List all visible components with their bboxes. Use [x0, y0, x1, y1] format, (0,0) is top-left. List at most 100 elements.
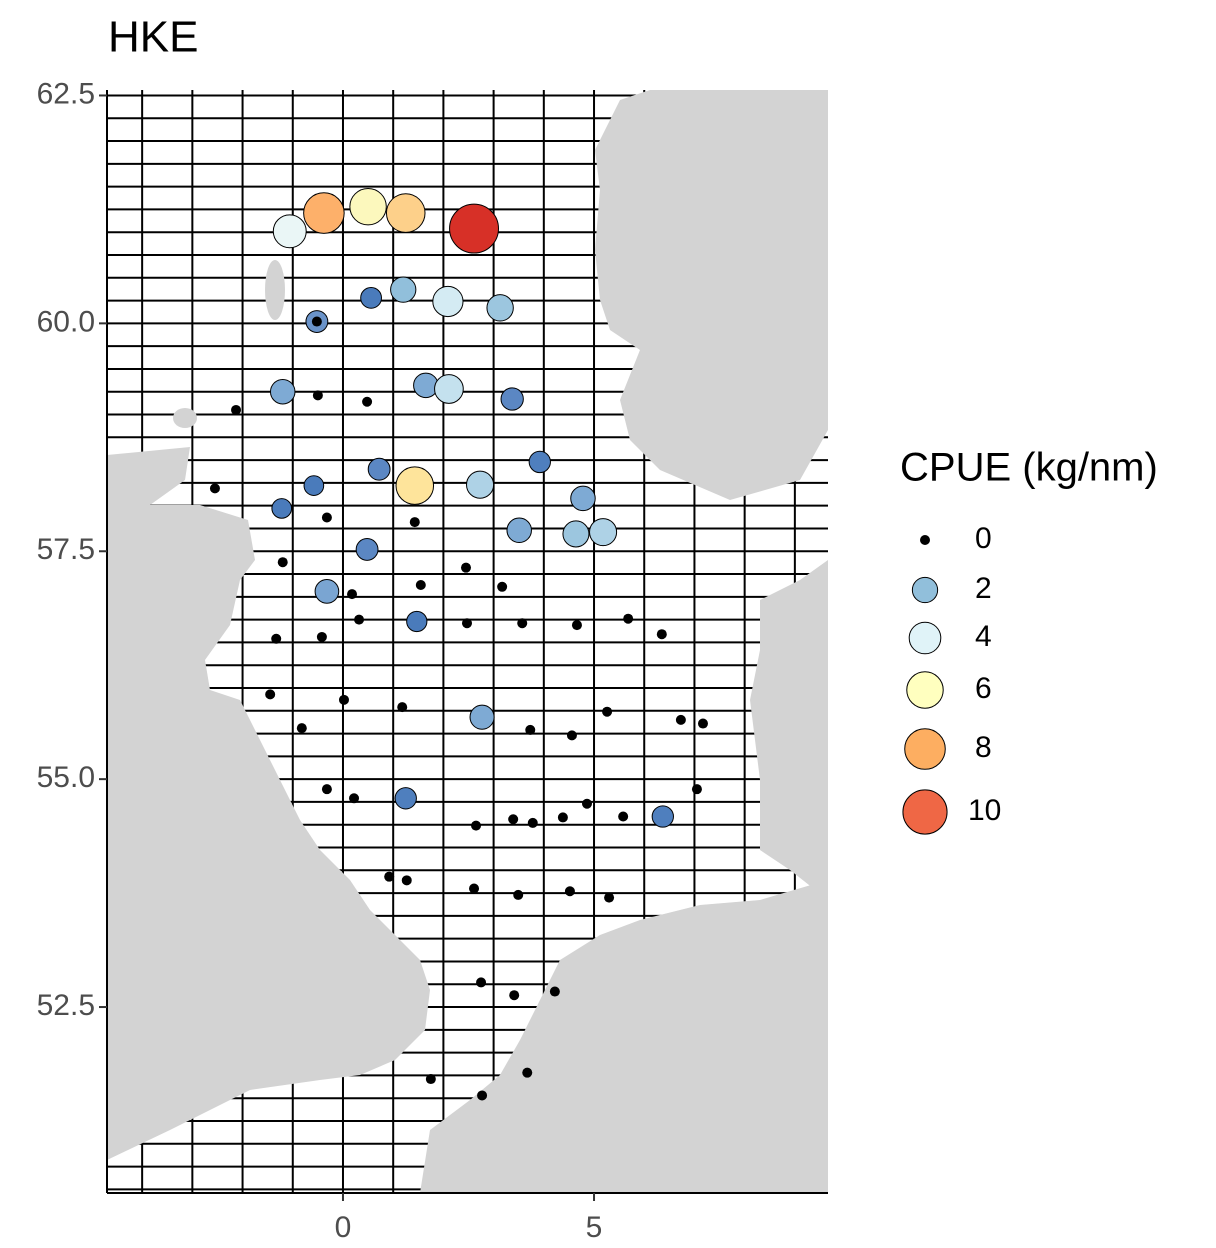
- station-point: [517, 618, 528, 629]
- station-point: [401, 875, 412, 886]
- station-point: [566, 730, 577, 741]
- station-point: [656, 629, 667, 640]
- station-point: [384, 871, 395, 882]
- station-point: [509, 990, 520, 1001]
- station-point: [425, 1074, 436, 1085]
- station-point: [623, 613, 634, 624]
- station-point: [513, 889, 524, 900]
- station-point: [602, 706, 613, 717]
- station-point: [697, 718, 708, 729]
- station-point: [349, 187, 387, 226]
- station-point: [321, 784, 332, 795]
- y-tick-label: 55.0: [37, 761, 95, 794]
- station-point: [691, 784, 702, 795]
- legend-label: 8: [975, 731, 992, 764]
- station-point: [527, 817, 538, 828]
- shetland: [265, 260, 285, 320]
- station-point: [321, 512, 332, 523]
- y-tick-label: 57.5: [37, 533, 95, 566]
- station-point: [269, 378, 296, 405]
- x-tick-label: 5: [586, 1211, 603, 1244]
- station-point: [347, 589, 358, 600]
- station-point: [415, 579, 426, 590]
- station-point: [338, 694, 349, 705]
- continent: [420, 880, 828, 1193]
- station-point: [367, 457, 391, 481]
- y-tick-label: 52.5: [37, 989, 95, 1022]
- y-tick-label: 62.5: [37, 77, 95, 110]
- station-point: [549, 986, 560, 997]
- station-point: [271, 633, 282, 644]
- legend-label: 4: [975, 620, 992, 653]
- station-point: [500, 387, 524, 411]
- station-point: [675, 714, 686, 725]
- station-point: [312, 390, 323, 401]
- station-point: [432, 285, 464, 318]
- station-point: [618, 811, 629, 822]
- legend-key: [904, 728, 946, 770]
- station-point: [460, 562, 471, 573]
- orkney: [173, 408, 197, 428]
- station-point: [303, 192, 345, 234]
- station-point: [486, 294, 514, 322]
- station-point: [461, 618, 472, 629]
- station-point: [570, 485, 596, 512]
- station-point: [589, 518, 618, 547]
- station-point: [581, 798, 592, 809]
- britain: [107, 447, 430, 1160]
- station-point: [354, 614, 365, 625]
- station-point: [557, 812, 568, 823]
- legend-key: [920, 535, 930, 545]
- station-point: [413, 372, 439, 399]
- legend-key: [906, 671, 944, 709]
- y-tick-label: 60.0: [37, 305, 95, 338]
- land: [107, 90, 828, 1193]
- station-point: [231, 404, 242, 415]
- station-point: [277, 557, 288, 568]
- station-point: [471, 820, 482, 831]
- station-point: [477, 1090, 488, 1101]
- station-point: [406, 610, 428, 633]
- station-point: [349, 793, 360, 804]
- denmark: [750, 560, 828, 900]
- station-point: [508, 814, 519, 825]
- station-point: [385, 193, 426, 233]
- station-point: [469, 704, 495, 730]
- norway: [595, 90, 828, 500]
- station-point: [265, 689, 276, 700]
- legend-label: 0: [975, 522, 992, 555]
- x-tick-label: 0: [335, 1211, 352, 1244]
- station-point: [272, 214, 307, 249]
- station-point: [497, 581, 508, 592]
- station-point: [466, 470, 495, 499]
- station-point: [303, 475, 325, 496]
- station-point: [316, 631, 327, 642]
- station-point: [525, 724, 536, 735]
- station-point: [449, 203, 499, 254]
- station-point: [528, 450, 551, 474]
- station-point: [522, 1067, 533, 1078]
- chart-title: HKE: [108, 13, 198, 62]
- station-point: [476, 977, 487, 988]
- legend-label: 6: [975, 672, 992, 705]
- station-point: [409, 517, 420, 528]
- station-point: [394, 787, 417, 810]
- legend-key: [911, 576, 939, 604]
- station-point: [311, 316, 322, 327]
- station-point: [564, 886, 575, 897]
- legend-label: 2: [975, 572, 992, 605]
- legend-key: [902, 789, 948, 835]
- legend-title: CPUE (kg/nm): [900, 446, 1158, 490]
- station-point: [562, 520, 590, 548]
- station-point: [651, 805, 674, 828]
- station-point: [604, 892, 615, 903]
- station-point: [434, 374, 464, 404]
- station-point: [360, 286, 382, 309]
- station-point: [395, 466, 435, 505]
- station-point: [271, 498, 293, 519]
- legend-key: [908, 621, 942, 655]
- station-point: [506, 517, 532, 544]
- legend-label: 10: [968, 794, 1001, 827]
- station-point: [355, 538, 379, 561]
